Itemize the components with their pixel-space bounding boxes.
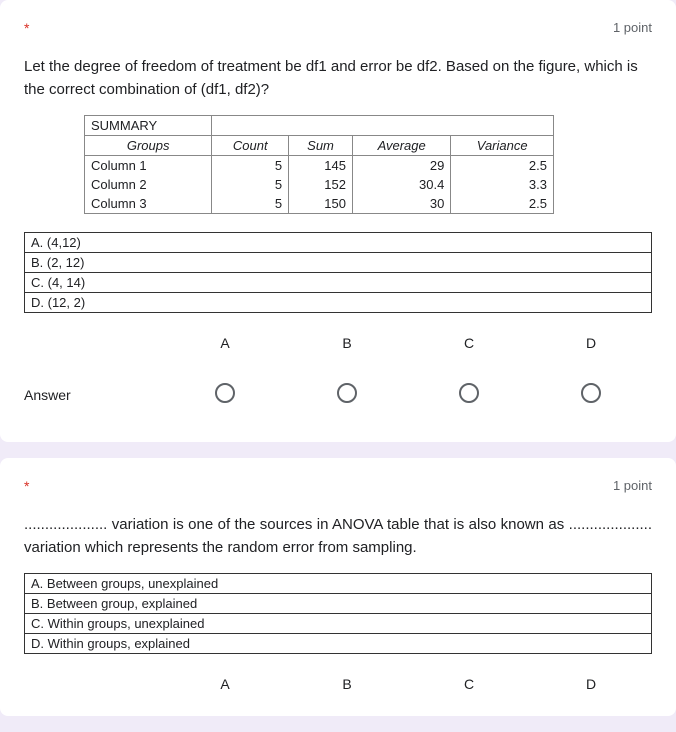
table-cell: Column 2 <box>85 175 212 194</box>
answer-row: Answer <box>24 371 652 418</box>
choice-d: D. (12, 2) <box>25 293 652 313</box>
table-cell: 152 <box>289 175 353 194</box>
points-label: 1 point <box>613 20 652 35</box>
col-count: Count <box>212 136 289 156</box>
question-text: .................... variation is one of… <box>24 514 652 559</box>
option-header-d: D <box>530 676 652 692</box>
choice-d: D. Within groups, explained <box>25 634 652 654</box>
table-cell: 29 <box>352 156 450 176</box>
table-cell: Column 3 <box>85 194 212 214</box>
table-cell: 5 <box>212 175 289 194</box>
question-text: Let the degree of freedom of treatment b… <box>24 56 652 101</box>
choice-c: C. Within groups, unexplained <box>25 614 652 634</box>
table-cell: 2.5 <box>451 156 554 176</box>
table-cell: 5 <box>212 156 289 176</box>
option-header-a: A <box>164 676 286 692</box>
question-header-row: * 1 point <box>24 478 652 494</box>
answer-row-label: Answer <box>24 387 164 403</box>
option-header-b: B <box>286 676 408 692</box>
choice-b: B. Between group, explained <box>25 594 652 614</box>
question-header-row: * 1 point <box>24 20 652 36</box>
answer-grid-head: A B C D <box>24 676 652 692</box>
answer-grid: A B C D <box>24 676 652 692</box>
col-average: Average <box>352 136 450 156</box>
col-groups: Groups <box>85 136 212 156</box>
option-header-a: A <box>164 335 286 351</box>
required-indicator: * <box>24 478 29 494</box>
option-header-c: C <box>408 676 530 692</box>
table-cell: 5 <box>212 194 289 214</box>
option-header-d: D <box>530 335 652 351</box>
radio-option-c[interactable] <box>459 383 479 403</box>
summary-title: SUMMARY <box>85 116 212 136</box>
table-cell: 2.5 <box>451 194 554 214</box>
choice-list: A. Between groups, unexplained B. Betwee… <box>24 573 652 654</box>
choice-b: B. (2, 12) <box>25 253 652 273</box>
option-header-b: B <box>286 335 408 351</box>
choice-c: C. (4, 14) <box>25 273 652 293</box>
choice-list: A. (4,12) B. (2, 12) C. (4, 14) D. (12, … <box>24 232 652 313</box>
option-header-c: C <box>408 335 530 351</box>
table-cell: 150 <box>289 194 353 214</box>
points-label: 1 point <box>613 478 652 493</box>
radio-option-b[interactable] <box>337 383 357 403</box>
question-card-1: * 1 point Let the degree of freedom of t… <box>0 0 676 442</box>
choice-a: A. (4,12) <box>25 233 652 253</box>
choice-a: A. Between groups, unexplained <box>25 574 652 594</box>
table-cell: Column 1 <box>85 156 212 176</box>
table-cell: 3.3 <box>451 175 554 194</box>
summary-table: SUMMARY Groups Count Sum Average Varianc… <box>84 115 554 214</box>
table-cell: 30.4 <box>352 175 450 194</box>
radio-option-d[interactable] <box>581 383 601 403</box>
col-sum: Sum <box>289 136 353 156</box>
summary-table-wrap: SUMMARY Groups Count Sum Average Varianc… <box>84 115 554 214</box>
answer-grid-head: A B C D <box>24 335 652 351</box>
radio-option-a[interactable] <box>215 383 235 403</box>
required-indicator: * <box>24 20 29 36</box>
table-cell: 145 <box>289 156 353 176</box>
table-cell: 30 <box>352 194 450 214</box>
answer-grid: A B C D Answer <box>24 335 652 418</box>
question-card-2: * 1 point .................... variation… <box>0 458 676 716</box>
col-variance: Variance <box>451 136 554 156</box>
